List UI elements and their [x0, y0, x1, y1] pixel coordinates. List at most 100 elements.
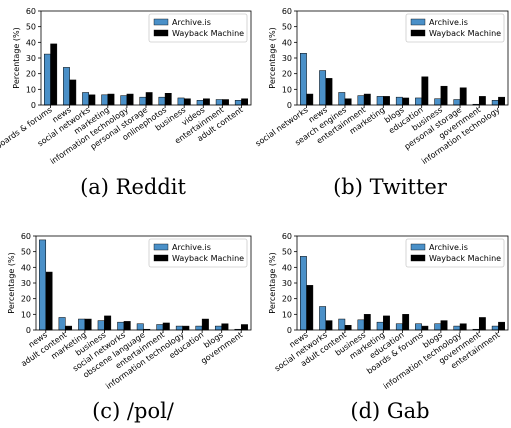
legend-label: Archive.is [172, 18, 211, 27]
bar-wayback-machine [104, 315, 112, 331]
plot-frame [40, 10, 252, 106]
bar-wayback-machine [201, 318, 209, 331]
bar-archive-is [376, 321, 384, 331]
y-tick-label: 60 [21, 232, 31, 241]
y-tick-label: 20 [282, 70, 292, 79]
y-tick-label: 60 [26, 7, 36, 16]
y-tick-label: 50 [282, 23, 292, 32]
bar-archive-is [63, 67, 70, 106]
bar-wayback-machine [65, 325, 73, 331]
y-tick-label: 50 [282, 248, 292, 257]
bar-archive-is [338, 92, 346, 106]
bar-archive-is [214, 325, 222, 331]
bar-wayback-machine [123, 321, 131, 331]
bar-archive-is [78, 318, 86, 331]
y-tick-label: 20 [26, 70, 36, 79]
bar-archive-is [156, 324, 164, 331]
bar-archive-is [319, 306, 327, 331]
bar-wayback-machine [69, 79, 77, 106]
bar-wayback-machine [88, 94, 96, 106]
bar-archive-is [319, 70, 327, 106]
legend-label: Archive.is [172, 243, 211, 252]
bar-wayback-machine [306, 93, 314, 106]
bar-wayback-machine [162, 322, 170, 331]
bar-wayback-machine [203, 98, 210, 106]
bar-archive-is [357, 95, 365, 106]
bar-wayback-machine [402, 97, 410, 106]
bar-wayback-machine [145, 92, 153, 106]
bar-wayback-machine [459, 323, 467, 331]
plot-frame [296, 10, 509, 106]
bar-archive-is [491, 325, 499, 331]
y-tick-label: 30 [26, 54, 36, 63]
bar-wayback-machine [222, 99, 229, 106]
y-tick-label: 10 [21, 310, 31, 319]
bar-wayback-machine [107, 93, 115, 106]
bar-archive-is [453, 99, 461, 106]
legend-label: Wayback Machine [429, 29, 501, 38]
legend-label: Archive.is [429, 243, 468, 252]
bar-wayback-machine [383, 315, 390, 331]
bar-wayback-machine [498, 96, 505, 106]
bar-archive-is [415, 97, 422, 106]
bar-archive-is [415, 323, 422, 331]
legend-label: Archive.is [429, 18, 468, 27]
bar-archive-is [357, 319, 365, 331]
bar-archive-is [234, 100, 242, 106]
y-tick-label: 30 [282, 54, 292, 63]
bar-wayback-machine [478, 317, 486, 331]
bar-wayback-machine [221, 323, 229, 331]
legend-swatch [410, 243, 426, 251]
bar-wayback-machine [182, 325, 190, 331]
bar-archive-is [58, 317, 66, 331]
y-tick-label: 40 [26, 38, 36, 47]
legend-swatch [410, 29, 426, 37]
bar-archive-is [215, 99, 223, 106]
y-tick-label: 50 [26, 23, 36, 32]
y-tick-label: 0 [287, 326, 292, 335]
bar-archive-is [434, 98, 442, 106]
bar-wayback-machine [325, 78, 333, 106]
bar-archive-is [175, 325, 183, 331]
y-tick-label: 0 [26, 326, 31, 335]
y-tick-label: 60 [282, 7, 292, 16]
y-tick-label: 50 [21, 248, 31, 257]
legend-swatch [153, 18, 169, 26]
chart-caption: (c) /pol/ [92, 399, 175, 423]
bar-archive-is [491, 100, 499, 106]
y-axis-label: Percentage (%) [7, 252, 16, 313]
legend-swatch [153, 29, 169, 37]
y-tick-label: 40 [282, 263, 292, 272]
bar-archive-is [195, 325, 203, 331]
bar-wayback-machine [498, 321, 505, 331]
bar-archive-is [376, 96, 384, 106]
bar-archive-is [158, 96, 166, 106]
bar-archive-is [117, 321, 125, 331]
y-tick-label: 0 [287, 101, 292, 110]
bar-wayback-machine [478, 96, 486, 106]
bar-wayback-machine [45, 271, 53, 331]
y-tick-label: 0 [31, 101, 36, 110]
bar-archive-is [300, 53, 307, 106]
legend-box [148, 238, 248, 268]
bar-wayback-machine [440, 320, 448, 331]
legend-label: Wayback Machine [172, 29, 244, 38]
bar-wayback-machine [440, 85, 448, 106]
bar-wayback-machine [363, 314, 371, 331]
legend: Archive.is Wayback Machine [405, 13, 505, 43]
bar-wayback-machine [84, 318, 92, 331]
bar-archive-is [434, 323, 442, 331]
bar-wayback-machine [164, 93, 172, 106]
y-tick-label: 40 [21, 263, 31, 272]
bar-wayback-machine [402, 314, 410, 331]
bar-wayback-machine [306, 285, 314, 331]
y-tick-label: 40 [282, 38, 292, 47]
legend-label: Wayback Machine [429, 254, 501, 263]
bar-archive-is [39, 239, 47, 331]
chart-caption: (d) Gab [350, 399, 429, 423]
y-axis-label: Percentage (%) [12, 27, 21, 88]
y-tick-label: 60 [282, 232, 292, 241]
